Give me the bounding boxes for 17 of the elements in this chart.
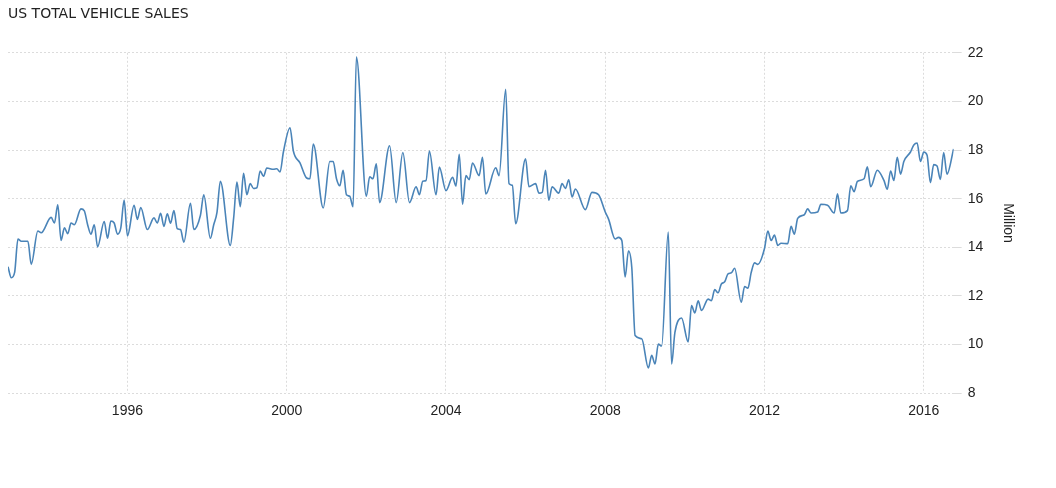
x-tick-label: 2000 (271, 402, 303, 419)
line-series (8, 56, 954, 369)
y-tick-label: 12 (967, 286, 984, 303)
y-tick-label: 14 (967, 238, 984, 255)
x-tick-label: 1996 (111, 402, 144, 419)
x-tick-label: 2016 (908, 402, 940, 419)
y-tick-label: 20 (967, 92, 984, 109)
y-tick-label: 8 (967, 384, 976, 401)
x-tick-label: 2004 (430, 402, 462, 419)
y-tick-label: 16 (967, 189, 984, 206)
y-axis-title: Million (1000, 203, 1017, 243)
y-tick-label: 10 (967, 335, 984, 352)
y-tick-label: 22 (967, 43, 984, 60)
chart-title: US TOTAL VEHICLE SALES (8, 5, 189, 22)
y-tick-label: 18 (967, 140, 984, 157)
x-tick-label: 2008 (589, 402, 622, 419)
x-tick-label: 2012 (748, 402, 781, 419)
